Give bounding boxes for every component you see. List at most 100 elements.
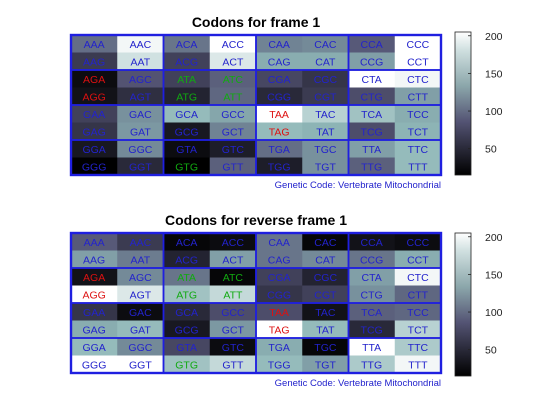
heatmap-cell-gac	[117, 303, 164, 321]
codon-label: GTC	[222, 144, 245, 156]
heatmap-cell-gga	[71, 338, 118, 356]
codon-label: CGT	[314, 289, 337, 301]
codon-label: CGA	[268, 272, 291, 284]
codon-label: ACA	[176, 237, 198, 249]
codon-label: CTT	[408, 289, 429, 301]
codon-label: AGA	[83, 272, 105, 284]
codon-label: GCT	[222, 126, 245, 138]
codon-label: GTA	[176, 144, 197, 156]
codon-label: GTT	[222, 161, 244, 173]
heatmap-cell-acc	[209, 35, 257, 53]
heatmap-cell-tcc	[394, 105, 442, 123]
codon-label: TAC	[315, 307, 336, 319]
heatmap-cell-tcc	[394, 303, 442, 321]
chart-title: Codons for reverse frame 1	[165, 212, 347, 228]
codon-label: ACA	[176, 39, 198, 51]
heatmap-cell-act	[209, 250, 257, 269]
heatmap-cell-aca	[163, 233, 211, 251]
heatmap-cell-ccg	[348, 250, 396, 269]
heatmap-cell-tag	[256, 320, 303, 339]
heatmap-cell-acg	[163, 250, 211, 269]
heatmap-cell-ctg	[348, 87, 396, 106]
codon-label: GAG	[82, 324, 105, 336]
codon-label: AAC	[130, 39, 152, 51]
heatmap-cell-tga	[256, 338, 303, 356]
heatmap-cell-ctc	[394, 268, 442, 286]
codon-label: TGT	[315, 161, 337, 173]
codon-label: CCT	[407, 56, 429, 68]
heatmap-cell-ccg	[348, 52, 396, 71]
heatmap-cell-acc	[209, 233, 257, 251]
colorbar-tick-label: 150	[485, 269, 503, 281]
heatmap-cell-tgg	[256, 355, 303, 374]
heatmap-cell-gct	[209, 320, 257, 339]
heatmap-cell-ctg	[348, 285, 396, 304]
heatmap-cell-tag	[256, 122, 303, 141]
heatmap-cell-aac	[117, 35, 164, 53]
codon-label: ATA	[177, 74, 196, 86]
colorbar-gradient	[454, 232, 472, 377]
heatmap-cell-cta	[348, 268, 396, 286]
heatmap-cell-cgt	[302, 285, 349, 304]
codon-label: TGC	[314, 144, 337, 156]
heatmap-cells: AAA AAC ACA ACC CAA CAC CCA CCC AAG AAT ACG ACT CAG C…	[71, 35, 442, 176]
codon-label: ACG	[175, 56, 198, 68]
heatmap-cell-tct	[394, 320, 442, 339]
codon-label: CCT	[407, 254, 429, 266]
codon-label: ACC	[222, 237, 245, 249]
heatmap-cell-aaa	[71, 35, 118, 53]
heatmap-block-borders	[69, 33, 443, 177]
heatmap-cells: AAA AAC ACA ACC CAA CAC CCA CCC AAG AAT ACG ACT CAG C…	[71, 233, 442, 374]
heatmap-cell-gag	[71, 320, 118, 339]
codon-label: GCC	[221, 109, 245, 121]
heatmap-cell-aga	[71, 70, 118, 88]
heatmap-cell-act	[209, 52, 257, 71]
codon-label: AGG	[82, 91, 105, 103]
heatmap-cell-cgg	[256, 285, 303, 304]
codon-label: CCC	[407, 39, 430, 51]
codon-label: TCG	[361, 126, 383, 138]
heatmap-cell-agt	[117, 285, 164, 304]
heatmap-cell-tgc	[302, 140, 349, 158]
heatmap-cell-cag	[256, 52, 303, 71]
heatmap-cell-caa	[256, 233, 303, 251]
heatmap-cell-ttc	[394, 338, 442, 356]
heatmap-cell-ttc	[394, 140, 442, 158]
heatmap-cell-gtc	[209, 140, 257, 158]
codon-label: GAA	[83, 109, 105, 121]
heatmap-cell-ggg	[71, 157, 118, 176]
codon-label: TCA	[361, 307, 382, 319]
heatmap-cell-ttg	[348, 355, 396, 374]
heatmap-cell-gca	[163, 105, 211, 123]
heatmap-cell-taa	[256, 105, 303, 123]
codon-label: TAA	[269, 307, 289, 319]
heatmap-cell-ttt	[394, 355, 442, 374]
heatmap-cell-caa	[256, 35, 303, 53]
codon-label: GGA	[82, 144, 105, 156]
codon-label: CCG	[360, 56, 383, 68]
heatmap-cell-gca	[163, 303, 211, 321]
codon-label: GAA	[83, 307, 105, 319]
codon-label: AGG	[82, 289, 105, 301]
codon-label: TTG	[361, 359, 382, 371]
codon-label: GGG	[82, 161, 107, 173]
heatmap-cell-cac	[302, 35, 349, 53]
codon-label: CGA	[268, 74, 291, 86]
heatmap-cell-cat	[302, 250, 349, 269]
colorbar-tick-label: 50	[485, 345, 497, 357]
codon-label: CTA	[362, 272, 382, 284]
heatmap-cell-taa	[256, 303, 303, 321]
codon-label: TCC	[407, 109, 429, 121]
heatmap-cell-tgt	[302, 157, 349, 176]
codon-label: AAT	[131, 56, 151, 68]
heatmap-cell-aat	[117, 52, 164, 71]
codon-label: GGT	[129, 359, 152, 371]
heatmap-cell-gat	[117, 122, 164, 141]
codon-label: GTG	[175, 161, 198, 173]
codon-label: CTC	[407, 74, 429, 86]
colorbar: 50 100 150 200	[454, 31, 503, 176]
codon-label: ACC	[222, 39, 245, 51]
codon-label: GGA	[82, 342, 105, 354]
heatmap-cell-ctc	[394, 70, 442, 88]
